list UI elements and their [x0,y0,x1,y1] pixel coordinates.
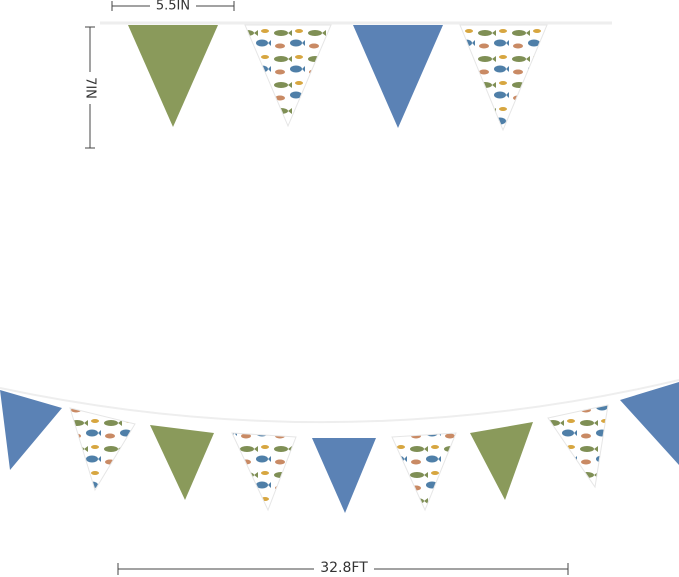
flag-blue [353,25,443,128]
flag-blue [312,438,376,513]
flag-fish [459,24,548,132]
flag-fish [231,432,297,512]
flag-fish [244,24,332,128]
flag-blue [0,390,62,470]
flag-olive [470,422,533,500]
flag-blue [620,382,679,465]
width-label: 5.5IN [156,0,190,14]
height-label: 7IN [83,77,98,99]
length-dimension: 32.8FT [117,560,569,576]
flag-olive [150,425,214,500]
flag-fish [69,407,136,492]
flag-fish [391,432,457,512]
flag-fish [547,404,609,489]
height-dimension: 7IN [83,26,98,149]
length-label: 32.8FT [320,560,368,576]
flag-olive [128,25,218,127]
width-dimension: 5.5IN [111,0,235,14]
string [0,379,679,424]
